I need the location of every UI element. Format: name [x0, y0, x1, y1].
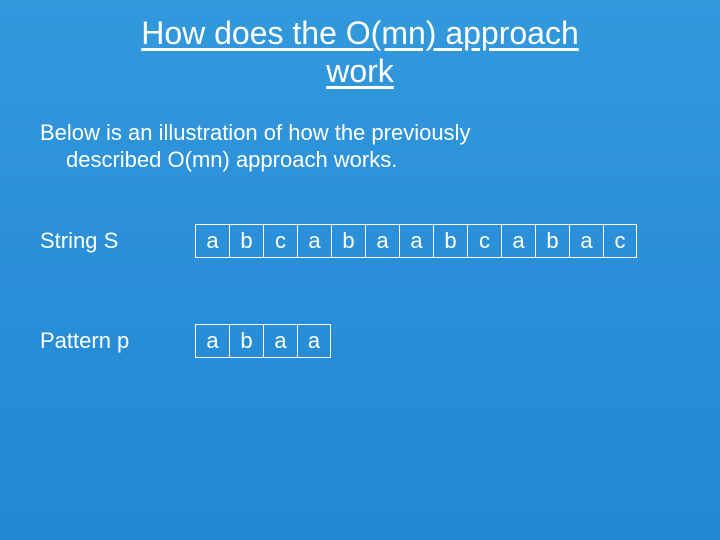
string-row: String S abcabaabcabac	[40, 224, 720, 258]
string-cell: c	[467, 224, 501, 258]
string-cells: abcabaabcabac	[195, 224, 637, 258]
description: Below is an illustration of how the prev…	[40, 119, 680, 174]
string-cell: b	[433, 224, 467, 258]
string-cell: b	[331, 224, 365, 258]
title-line-2: work	[326, 53, 394, 89]
description-line-1: Below is an illustration of how the prev…	[40, 120, 470, 145]
string-cell: c	[263, 224, 297, 258]
pattern-cells: abaa	[195, 324, 331, 358]
slide: How does the O(mn) approach work Below i…	[0, 0, 720, 540]
pattern-cell: a	[297, 324, 331, 358]
string-cell: a	[501, 224, 535, 258]
pattern-row: Pattern p abaa	[40, 324, 720, 358]
string-cell: a	[195, 224, 229, 258]
string-cell: c	[603, 224, 637, 258]
string-cell: a	[399, 224, 433, 258]
description-line-2: described O(mn) approach works.	[40, 146, 680, 174]
pattern-cell: b	[229, 324, 263, 358]
string-cell: a	[365, 224, 399, 258]
string-cell: a	[569, 224, 603, 258]
string-cell: b	[229, 224, 263, 258]
pattern-cell: a	[195, 324, 229, 358]
string-cell: a	[297, 224, 331, 258]
pattern-label: Pattern p	[40, 328, 195, 354]
string-label: String S	[40, 228, 195, 254]
slide-title: How does the O(mn) approach work	[0, 0, 720, 91]
string-cell: b	[535, 224, 569, 258]
title-line-1: How does the O(mn) approach	[141, 15, 579, 51]
pattern-cell: a	[263, 324, 297, 358]
